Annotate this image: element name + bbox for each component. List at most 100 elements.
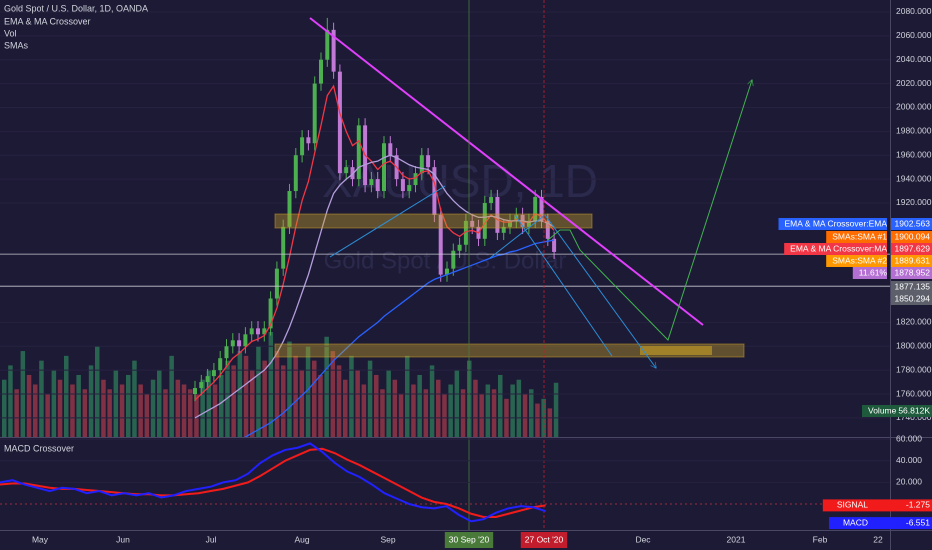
- price-label-box: [891, 293, 932, 305]
- volume-bar: [212, 384, 218, 437]
- candle-body: [293, 155, 298, 192]
- price-label-value: 1900.094: [895, 231, 931, 241]
- date-marker-label: 30 Sep '20: [449, 534, 490, 544]
- volume-bar: [479, 394, 484, 437]
- candle-body: [501, 226, 506, 233]
- price-label-value: 1878.952: [895, 267, 931, 277]
- candle-body: [445, 268, 449, 275]
- candle-body: [306, 137, 311, 144]
- candle-body: [287, 191, 292, 227]
- x-tick-label: Aug: [294, 534, 309, 544]
- candle-body: [193, 388, 197, 395]
- volume-bar: [144, 394, 150, 437]
- volume-bar: [45, 394, 50, 437]
- y-tick-label: 1740.000: [896, 412, 932, 422]
- zone: [274, 213, 593, 229]
- volume-bar: [553, 382, 559, 437]
- candle-body: [419, 155, 424, 174]
- volume-bar: [349, 355, 354, 437]
- volume-bar: [126, 374, 131, 437]
- x-tick-label: Dec: [635, 534, 651, 544]
- x-tick-label: Sep: [380, 534, 395, 544]
- volume-bar: [169, 355, 174, 437]
- volume-bar: [361, 384, 367, 437]
- candle-body: [356, 125, 361, 180]
- candle-body: [407, 185, 412, 192]
- y-tick-label: 1940.000: [896, 173, 932, 183]
- volume-bar: [442, 394, 447, 437]
- candle-body: [230, 340, 235, 347]
- header-title: Gold Spot / U.S. Dollar, 1D, OANDA: [4, 3, 148, 13]
- price-label-box: [891, 281, 932, 293]
- candle-body: [508, 220, 512, 227]
- indicator: EMA & MA Crossover: [4, 16, 91, 26]
- macd-label-value: -1.275: [906, 500, 930, 510]
- axes: 2080.000 2060.000 2040.000 2020.000 2000.000…: [32, 6, 932, 548]
- candle-body: [224, 346, 229, 359]
- candle-body: [319, 59, 323, 84]
- candle-body: [281, 226, 286, 269]
- y-tick-label: 1820.000: [896, 317, 932, 327]
- volume-bar: [14, 389, 19, 437]
- x-tick-label: Feb: [813, 534, 828, 544]
- zone: [274, 343, 745, 358]
- candle-body: [312, 83, 317, 144]
- candle-body: [325, 29, 330, 60]
- volume-bar: [82, 389, 88, 437]
- candle-body: [243, 334, 248, 347]
- candle-body: [400, 179, 405, 192]
- price-label-name-box: [826, 231, 887, 243]
- volume-bar: [188, 389, 193, 437]
- volume-bar: [219, 374, 224, 437]
- candle-body: [211, 370, 216, 377]
- candle-body: [482, 202, 487, 239]
- trend-line: [329, 185, 446, 258]
- candle-body: [350, 167, 355, 180]
- volume-bar: [39, 360, 44, 437]
- candle-body: [249, 328, 254, 335]
- volume-bar: [262, 360, 267, 437]
- volume-bar: [250, 370, 255, 437]
- price-label-value: 1889.631: [895, 255, 931, 265]
- price-label-name: EMA & MA Crossover:MA: [790, 243, 887, 253]
- volume-bar: [231, 365, 236, 437]
- volume-bar: [405, 355, 410, 437]
- volume-bar: [343, 379, 348, 437]
- indicator: SMAs: [4, 40, 29, 50]
- date-marker-box: [444, 532, 494, 548]
- y-tick-label: 2020.000: [896, 78, 932, 88]
- price-label-name: 11.61%: [859, 267, 888, 277]
- candle-body: [432, 167, 437, 215]
- price-label-box: [891, 267, 932, 279]
- macd-label-value: -6.551: [906, 517, 930, 527]
- volume-bar: [64, 355, 69, 437]
- macd-tick-label: 40.000: [896, 455, 922, 465]
- price-label-value: 1850.294: [895, 293, 931, 303]
- price-label-box: [891, 243, 932, 255]
- date-marker-label: 27 Oct '20: [525, 534, 564, 544]
- volume-bar: [485, 384, 491, 437]
- volume-bar: [374, 374, 379, 437]
- candle-body: [300, 137, 305, 156]
- volume-bar: [312, 360, 317, 437]
- volume-bar: [268, 332, 274, 437]
- price-label-name-box: [826, 255, 887, 267]
- x-tick-label: May: [32, 534, 49, 544]
- date-marker-box: [520, 532, 568, 548]
- candle-body: [539, 197, 544, 221]
- volume-bar: [119, 384, 125, 437]
- volume-bar: [336, 365, 342, 437]
- volume-bar: [57, 379, 63, 437]
- macd-label-box: [828, 517, 932, 530]
- volume-bar: [51, 370, 57, 437]
- volume-bar: [113, 370, 119, 437]
- overlay-line: [194, 154, 555, 419]
- volume-bar: [26, 374, 32, 437]
- macd-title: MACD Crossover: [4, 443, 74, 453]
- candle-body: [256, 328, 260, 335]
- volume-label-value: 56.812K: [898, 405, 930, 415]
- price-label-name: SMAs:SMA #2: [832, 255, 887, 265]
- price-label-name: SMAs:SMA #1: [832, 231, 887, 241]
